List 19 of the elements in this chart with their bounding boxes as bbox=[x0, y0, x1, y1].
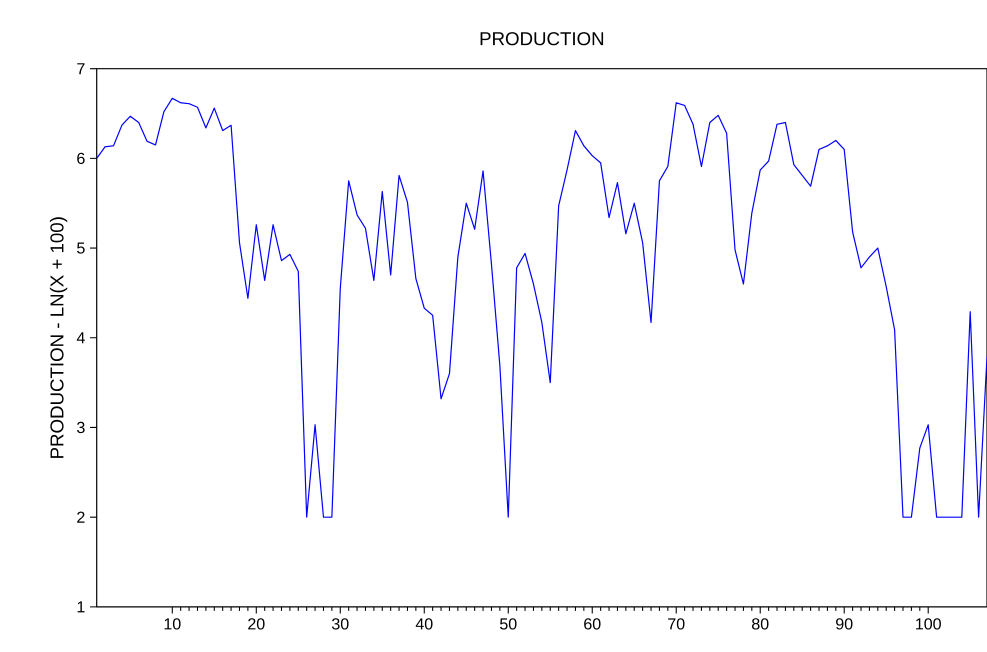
chart-title: PRODUCTION bbox=[480, 32, 604, 46]
x-tick-label: 30 bbox=[332, 618, 349, 630]
y-tick-label: 2 bbox=[77, 511, 85, 523]
x-tick-label: 70 bbox=[668, 618, 685, 630]
y-tick-label: 6 bbox=[77, 152, 85, 164]
y-tick-label: 1 bbox=[78, 601, 85, 612]
x-tick-label: 20 bbox=[248, 618, 265, 630]
x-tick-label: 50 bbox=[500, 618, 517, 630]
x-tick-label: 90 bbox=[836, 618, 852, 630]
x-tick-label: 40 bbox=[416, 618, 433, 630]
x-tick-label: 60 bbox=[584, 618, 601, 630]
x-tick-label: 10 bbox=[164, 618, 181, 630]
y-tick-label: 3 bbox=[77, 422, 85, 434]
y-tick-label: 5 bbox=[77, 242, 85, 254]
x-tick-label: 80 bbox=[752, 618, 769, 630]
y-tick-label: 7 bbox=[77, 63, 85, 74]
x-tick-label: 100 bbox=[916, 618, 941, 630]
y-tick-label: 4 bbox=[76, 332, 85, 344]
y-axis-title: PRODUCTION - LN(X + 100) bbox=[50, 217, 68, 458]
